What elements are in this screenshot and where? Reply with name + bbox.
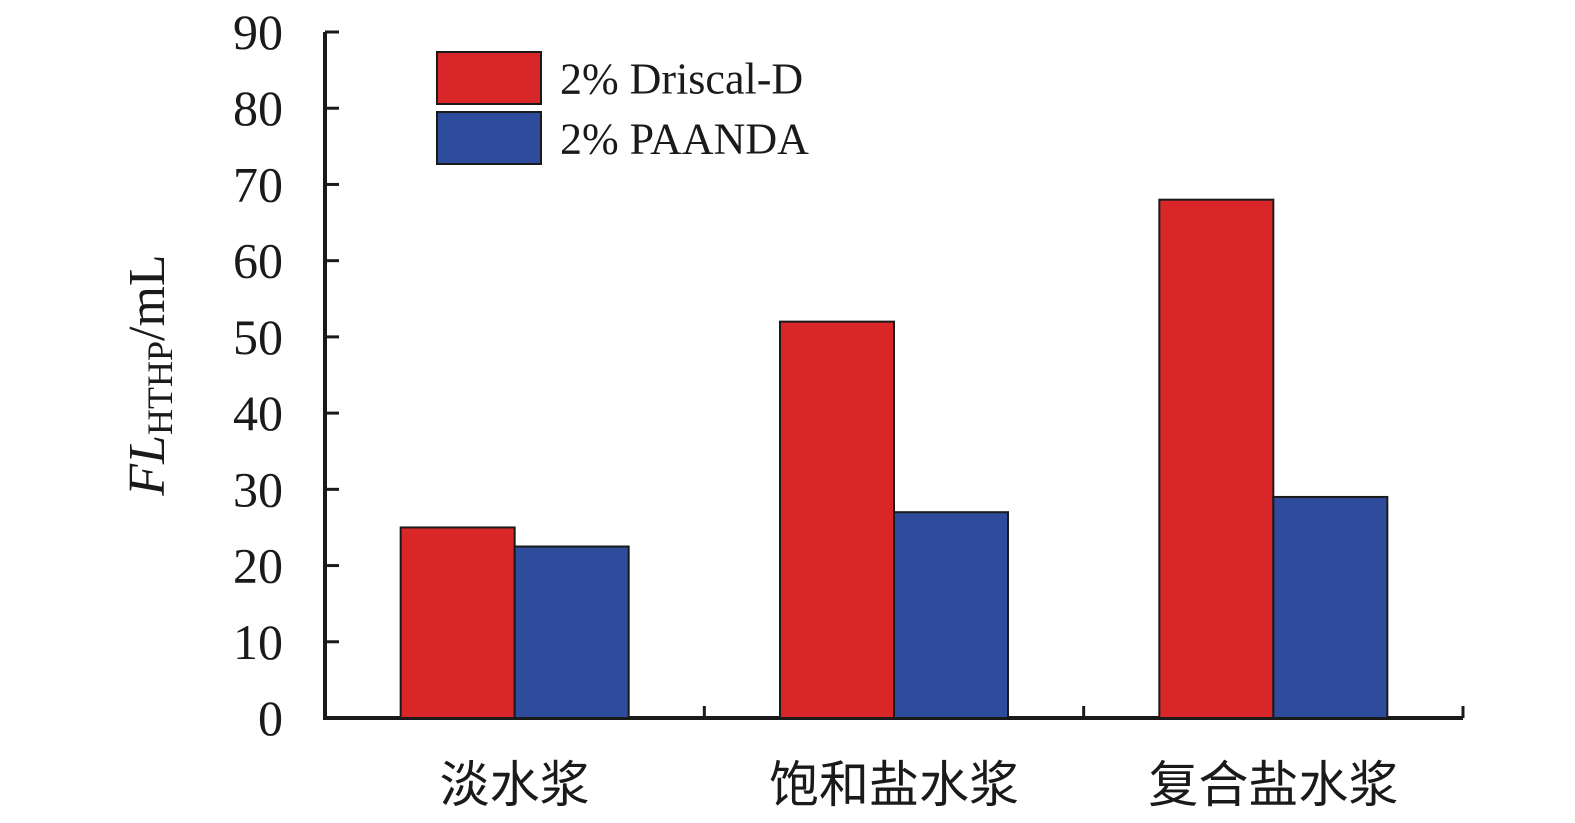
y-tick-label-4: 40 [233,385,283,441]
bar-1-0 [779,320,895,719]
y-ticks: 0 10 20 30 40 50 60 70 80 90 [233,4,339,746]
legend-swatch-1 [436,111,542,165]
y-axis-label-sub: HTHP [140,341,180,435]
legend-swatch-0 [436,51,542,105]
category-label-1: 饱和盐水浆 [769,756,1019,814]
x-ticks [702,706,1465,718]
y-tick-label-3: 30 [233,461,283,517]
category-labels: 淡水浆 饱和盐水浆 复合盐水浆 [440,756,1399,814]
y-axis-label-main: FL [119,435,176,497]
y-tick-label-9: 90 [233,4,283,60]
y-tick-label-8: 80 [233,80,283,136]
bar-2-0 [1158,198,1275,719]
y-tick-label-7: 70 [233,156,283,212]
y-tick-label-5: 50 [233,309,283,365]
bar-0-0 [399,526,516,720]
bar-2-1 [1272,495,1389,720]
y-axis-label-unit: /mL [119,254,176,341]
y-tick-label-0: 0 [258,690,283,746]
legend-label-1: 2% PAANDA [560,115,809,164]
bar-1-1 [893,511,1009,720]
y-axis-label: FLHTHP/mL [119,254,180,496]
bars [399,198,1389,720]
category-label-0: 淡水浆 [440,756,590,814]
y-tick-label-1: 10 [233,614,283,670]
legend: 2% Driscal-D 2% PAANDA [436,51,809,165]
bar-0-1 [513,545,630,719]
y-tick-label-2: 20 [233,538,283,594]
category-label-2: 复合盐水浆 [1148,756,1398,814]
legend-label-0: 2% Driscal-D [560,55,803,104]
y-tick-label-6: 60 [233,233,283,289]
